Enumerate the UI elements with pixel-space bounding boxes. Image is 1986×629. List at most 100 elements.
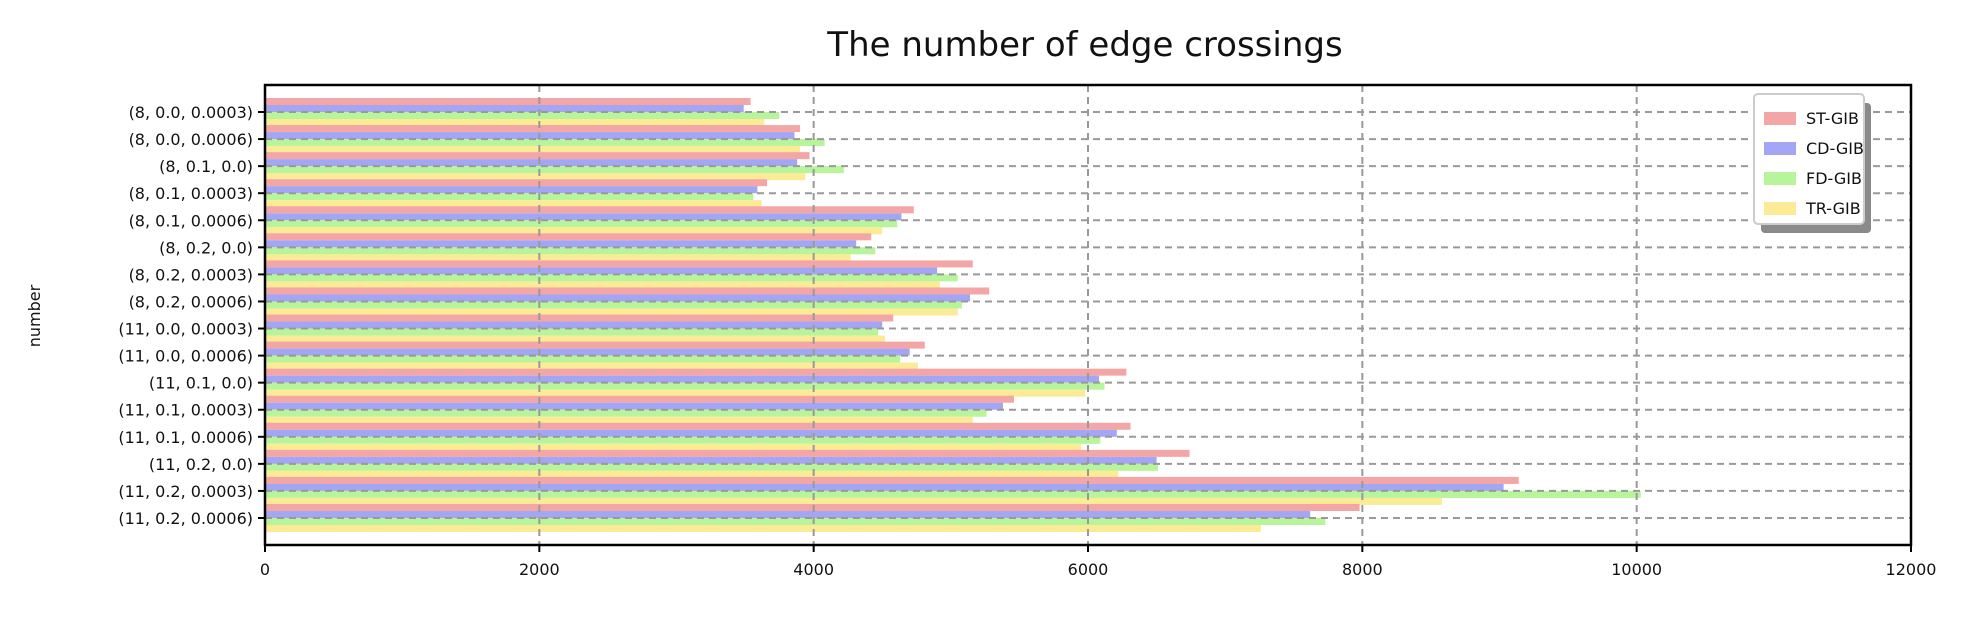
legend: ST-GIB CD-GIB FD-GIB TR-GIB xyxy=(1753,93,1871,233)
x-tick-label: 2000 xyxy=(519,560,560,579)
bar xyxy=(265,436,1101,444)
bar xyxy=(265,449,1190,457)
bar xyxy=(265,362,918,370)
bar xyxy=(265,233,872,241)
bar xyxy=(265,152,810,160)
x-tick-label: 10000 xyxy=(1611,560,1662,579)
bar xyxy=(265,206,914,214)
bar xyxy=(265,511,1311,518)
bar xyxy=(265,341,925,349)
y-tick-label: (8, 0.0, 0.0006) xyxy=(129,130,253,149)
x-tick-label: 12000 xyxy=(1886,560,1937,579)
bars-layer xyxy=(265,98,1641,532)
grid-layer xyxy=(265,85,1911,545)
bar xyxy=(265,213,902,221)
bar xyxy=(265,470,1119,478)
bar xyxy=(265,348,910,356)
bar xyxy=(265,98,751,105)
x-tick-label: 0 xyxy=(260,560,270,579)
bar xyxy=(265,227,883,235)
bar xyxy=(265,463,1158,471)
bar xyxy=(265,254,851,262)
legend-label: TR-GIB xyxy=(1805,199,1861,218)
legend-label: FD-GIB xyxy=(1806,169,1862,188)
y-tick-label: (11, 0.1, 0.0003) xyxy=(118,401,253,420)
bar xyxy=(265,139,825,147)
bar xyxy=(265,294,971,302)
y-tick-label: (11, 0.2, 0.0006) xyxy=(118,509,253,528)
legend-swatch xyxy=(1764,202,1796,215)
bar xyxy=(265,314,894,322)
y-tick-label: (11, 0.0, 0.0006) xyxy=(118,347,253,366)
y-tick-label: (8, 0.1, 0.0) xyxy=(159,157,253,176)
bar xyxy=(265,220,898,228)
bar xyxy=(265,416,973,424)
legend-box xyxy=(1753,93,1865,225)
legend-label: ST-GIB xyxy=(1806,109,1859,128)
bar xyxy=(265,159,798,167)
bar xyxy=(265,328,879,336)
bar xyxy=(265,179,768,187)
bar xyxy=(265,490,1641,498)
y-tick-label: (11, 0.1, 0.0) xyxy=(149,374,253,393)
legend-swatch xyxy=(1764,172,1796,185)
bar xyxy=(265,281,940,289)
bar xyxy=(265,308,958,316)
bar xyxy=(265,119,765,126)
bar xyxy=(265,193,754,201)
bar xyxy=(265,247,876,255)
bar xyxy=(265,483,1504,491)
bar xyxy=(265,355,901,363)
bar xyxy=(265,125,800,133)
bar xyxy=(265,504,1360,511)
bar xyxy=(265,173,806,181)
y-tick-label: (8, 0.2, 0.0006) xyxy=(129,292,253,311)
x-tick-label: 8000 xyxy=(1342,560,1383,579)
y-tick-label: (8, 0.1, 0.0006) xyxy=(129,211,253,230)
bar xyxy=(265,335,885,343)
bar xyxy=(265,166,844,174)
y-tick-label: (8, 0.0, 0.0003) xyxy=(129,103,253,122)
y-tick-label: (8, 0.2, 0.0003) xyxy=(129,265,253,284)
legend-swatch xyxy=(1764,142,1796,155)
bar xyxy=(265,186,758,194)
bar xyxy=(265,267,938,275)
chart-title: The number of edge crossings xyxy=(826,25,1342,65)
bar xyxy=(265,518,1326,525)
bar xyxy=(265,497,1442,505)
bar xyxy=(265,105,744,112)
bar xyxy=(265,443,1082,451)
y-tick-label: (8, 0.1, 0.0003) xyxy=(129,184,253,203)
bar xyxy=(265,409,987,417)
bar xyxy=(265,112,780,119)
y-tick-label: (11, 0.1, 0.0006) xyxy=(118,428,253,447)
bar xyxy=(265,375,1099,383)
legend-swatch xyxy=(1764,112,1796,125)
bar xyxy=(265,260,973,268)
y-tick-label: (8, 0.2, 0.0) xyxy=(159,238,253,257)
bar xyxy=(265,274,958,282)
y-tick-label: (11, 0.0, 0.0003) xyxy=(118,320,253,339)
x-tick-label: 6000 xyxy=(1068,560,1109,579)
bar xyxy=(265,476,1519,484)
bar xyxy=(265,287,990,295)
bar xyxy=(265,301,962,309)
bar xyxy=(265,395,1014,403)
bar xyxy=(265,240,857,248)
bar xyxy=(265,402,1003,410)
y-tick-label: (11, 0.2, 0.0003) xyxy=(118,482,253,501)
y-axis-label: number xyxy=(25,284,44,347)
axes-layer: 0 2000 4000 6000 8000 10000 12000 (8, 0.0, 0.00… xyxy=(118,83,1937,579)
bar xyxy=(265,382,1105,390)
bar xyxy=(265,132,795,140)
bar xyxy=(265,368,1127,376)
bar xyxy=(265,429,1117,437)
bar xyxy=(265,200,762,208)
bar xyxy=(265,422,1131,430)
legend-label: CD-GIB xyxy=(1806,139,1864,158)
bar xyxy=(265,525,1261,532)
x-tick-label: 4000 xyxy=(793,560,834,579)
bar xyxy=(265,321,883,329)
